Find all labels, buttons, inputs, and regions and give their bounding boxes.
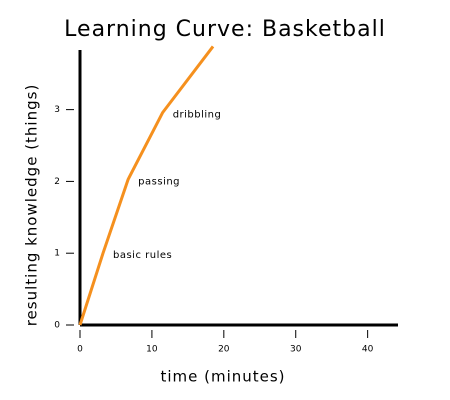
x-tick-label: 10 [146,345,158,355]
annotation: basic rules [113,250,172,261]
data-line [78,45,215,326]
y-axis-label: resulting knowledge (things) [23,84,41,327]
y-tick-label: 1 [54,249,60,259]
y-tick-label: 2 [54,177,60,187]
x-tick-label: 0 [77,345,83,355]
y-tick-label: 0 [54,321,60,331]
x-tick-label: 30 [290,345,302,355]
y-tick-label: 3 [54,105,60,115]
x-tick-label: 20 [218,345,230,355]
annotation: passing [138,176,180,187]
x-axis-label: time (minutes) [160,368,285,386]
x-tick-label: 40 [362,345,374,355]
annotation: dribbling [173,109,222,120]
chart-title: Learning Curve: Basketball [64,17,386,42]
